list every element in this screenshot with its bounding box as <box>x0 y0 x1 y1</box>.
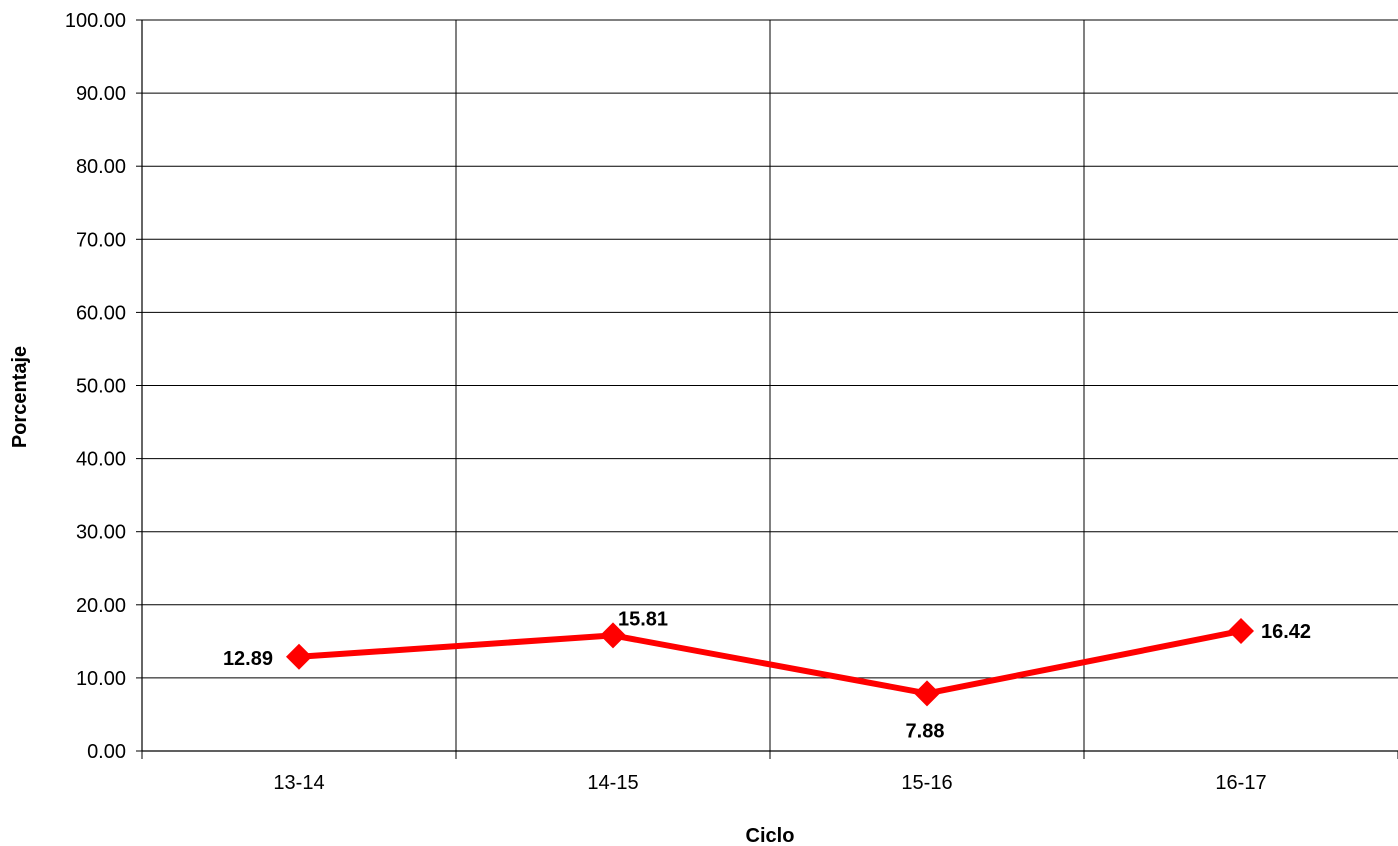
y-tick-label: 40.00 <box>76 449 126 471</box>
x-axis-title: Ciclo <box>746 825 795 846</box>
data-point-marker <box>1228 617 1254 644</box>
y-tick-label: 70.00 <box>76 229 126 251</box>
data-point-marker <box>914 680 940 707</box>
x-tick-label: 14-15 <box>587 772 638 794</box>
data-label: 16.42 <box>1261 621 1311 643</box>
y-tick-label: 0.00 <box>87 741 126 763</box>
x-tick-label: 15-16 <box>901 772 952 794</box>
y-tick-label: 10.00 <box>76 668 126 690</box>
data-label: 15.81 <box>618 608 668 630</box>
y-tick-label: 60.00 <box>76 302 126 324</box>
axes <box>136 19 1398 759</box>
y-tick-label: 90.00 <box>76 83 126 105</box>
y-tick-label: 80.00 <box>76 156 126 178</box>
x-tick-labels: 13-14 14-15 15-16 16-17 <box>273 772 1266 794</box>
grid-lines <box>142 19 1398 751</box>
data-label: 12.89 <box>223 648 273 670</box>
y-tick-label: 100.00 <box>65 10 126 32</box>
x-tick-label: 13-14 <box>273 772 324 794</box>
series-line-path <box>298 628 1242 697</box>
data-markers <box>286 617 1254 707</box>
data-point-marker <box>286 643 312 670</box>
y-axis-title: Porcentaje <box>9 346 31 448</box>
y-tick-label: 50.00 <box>76 376 126 398</box>
data-label: 7.88 <box>906 720 945 742</box>
y-tick-label: 20.00 <box>76 595 126 617</box>
series-line <box>298 628 1242 697</box>
data-point-marker <box>600 622 626 649</box>
data-labels: 12.89 15.81 7.88 16.42 <box>223 608 1311 742</box>
y-tick-labels: 0.00 10.00 20.00 30.00 40.00 50.00 60.00 70.00 8… <box>65 10 126 763</box>
x-tick-label: 16-17 <box>1215 772 1266 794</box>
y-tick-label: 30.00 <box>76 522 126 544</box>
